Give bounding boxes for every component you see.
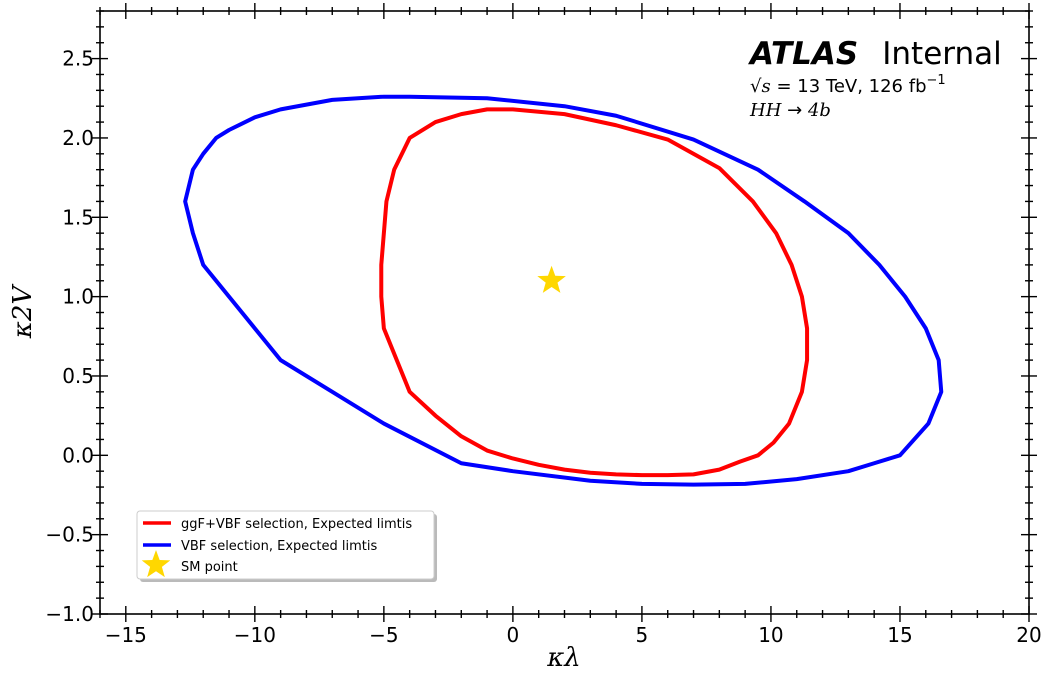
tick-labels: −15 −10 −5 0 5 10 15 20 −1.0 −0.5 0.0 0.5 1.0 1.5 2.0 2… [45,47,1041,647]
sm-point-marker [537,265,566,293]
x-tick-label: 20 [1016,623,1041,647]
legend-label-ggf-vbf: ggF+VBF selection, Expected limtis [181,517,412,532]
legend-box [136,510,435,580]
y-tick-label: 0.0 [62,443,94,467]
sqrt-symbol: √ [750,76,762,97]
energy-text: = 13 TeV, 126 fb [771,76,927,97]
x-tick-label: −15 [105,623,147,647]
y-tick-label: 0.5 [62,364,94,388]
x-axis-label: κλ [546,643,581,673]
y-tick-label: −0.5 [45,523,94,547]
y-tick-label: 2.0 [62,126,94,150]
series-lines [183,94,944,487]
y-axis-label: κ2V [8,284,38,340]
series-ggf-vbf-contour [379,107,810,478]
process-main: HH [749,100,782,121]
sm-point-star [537,265,566,293]
energy-lumi-label: √s = 13 TeV, 126 fb−1 [750,73,946,97]
y-tick-label: 1.5 [62,205,94,229]
x-tick-label: 15 [887,623,912,647]
atlas-label: ATLAS Internal [747,36,1002,72]
legend-label-vbf: VBF selection, Expected limtis [181,539,377,554]
atlas-internal: Internal [882,36,1001,72]
y-tick-label: 1.0 [62,285,94,309]
legend-swatch-sm-point [141,550,171,578]
plot-frame [99,10,1030,615]
legend-label-sm-point: SM point [181,560,238,575]
legend: ggF+VBF selection, Expected limtis VBF s… [136,510,437,582]
process-arrow: → [781,100,808,121]
lumi-exponent: −1 [927,73,946,88]
x-tick-label: 0 [507,623,520,647]
x-tick-label: −5 [369,623,398,647]
sqrt-var: s [761,76,770,97]
x-tick-label: 5 [636,623,649,647]
y-tick-label: 2.5 [62,47,94,71]
process-label: HH → 4b [749,100,831,121]
process-final: 4b [807,100,831,121]
atlas-brand: ATLAS [747,36,858,72]
x-tick-label: −10 [234,623,276,647]
y-tick-label: −1.0 [45,602,94,626]
x-tick-label: 10 [758,623,783,647]
series-vbf-contour [183,94,944,487]
